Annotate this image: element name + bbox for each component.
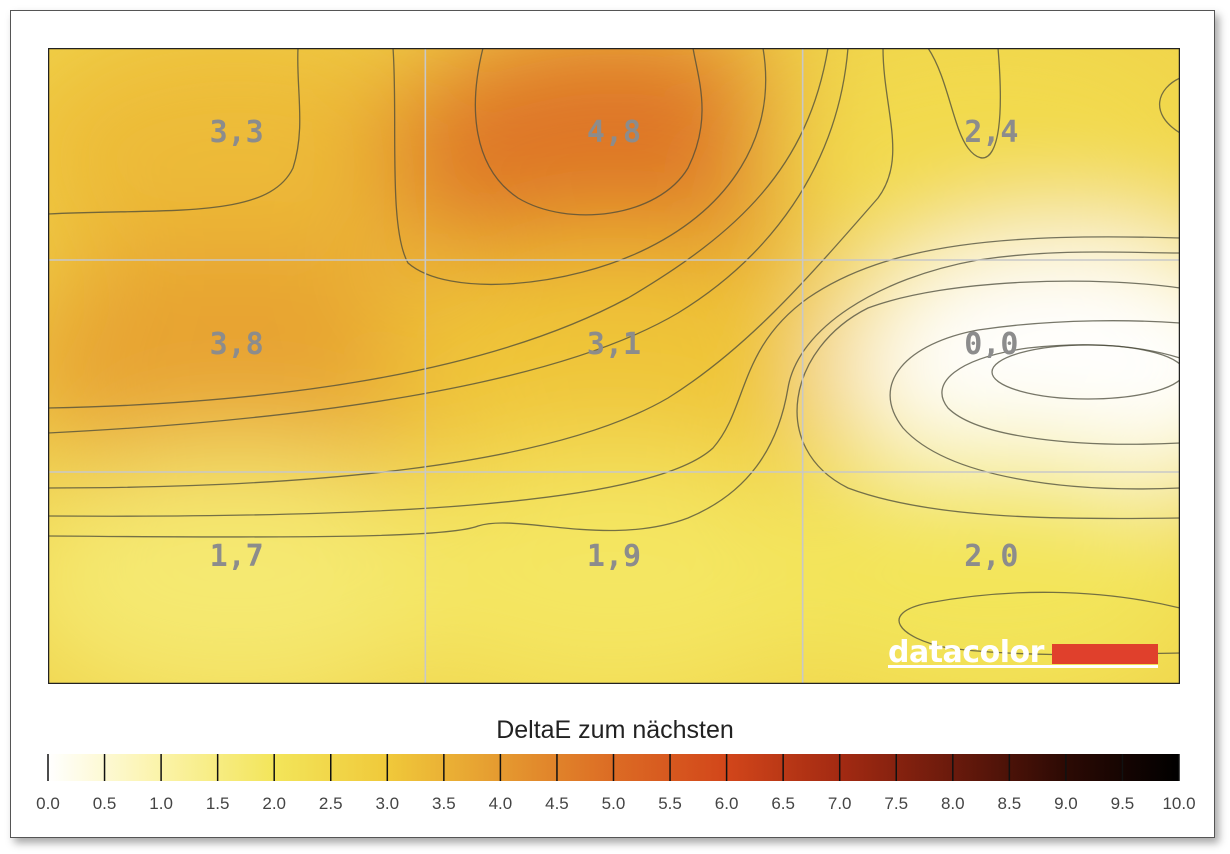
heatmap-cell-color (380, 48, 848, 286)
cell-labels: 3,3 4,8 2,4 3,8 3,1 0,0 1,7 1,9 2,0 (210, 115, 1019, 574)
colorbar-tick-label: 0.0 (36, 794, 60, 813)
colorbar: 0.0 0.5 1.0 1.5 2.0 2.5 3.0 3.5 4.0 4.5 5.0 5.5 6.0 6… (36, 754, 1196, 813)
heatmap-plot: 3,3 4,8 2,4 3,8 3,1 0,0 1,7 1,9 2,0 datacolor (48, 48, 1180, 684)
cell-value-label: 4,8 (587, 115, 641, 150)
contour-line (927, 48, 1001, 159)
contour-line (1159, 77, 1180, 134)
colorbar-tick-label: 10.0 (1162, 794, 1195, 813)
contour-line (991, 344, 1180, 400)
contour-line (889, 320, 1180, 490)
contour-line (796, 280, 1180, 520)
colorbar-tick-label: 7.0 (828, 794, 852, 813)
contour-line (48, 48, 849, 434)
colorbar-title: DeltaE zum nächsten (496, 716, 734, 744)
colorbar-tick-label: 2.5 (319, 794, 343, 813)
contour-line (392, 48, 767, 286)
cell-value-label: 0,0 (964, 327, 1018, 362)
heatmap-cell-color (48, 48, 471, 286)
colorbar-tick-label: 4.0 (489, 794, 513, 813)
heatmap-color-field (48, 48, 1180, 684)
logo-underline (888, 665, 1158, 668)
colorbar-tick-label: 1.0 (149, 794, 173, 813)
colorbar-tick-label: 5.0 (602, 794, 626, 813)
colorbar-tick-label: 6.5 (771, 794, 795, 813)
cell-value-label: 3,3 (210, 115, 264, 150)
colorbar-tick-label: 9.5 (1111, 794, 1135, 813)
colorbar-tick-label: 5.5 (658, 794, 682, 813)
heatmap-cell-color (380, 234, 848, 498)
contour-line (474, 48, 703, 216)
heatmap-cell-color (380, 446, 848, 684)
colorbar-tick-label: 3.5 (432, 794, 456, 813)
colorbar-tick-label: 3.0 (375, 794, 399, 813)
colorbar-tick-label: 9.0 (1054, 794, 1078, 813)
contour-line (48, 236, 1180, 517)
cell-value-label: 1,9 (587, 539, 641, 574)
colorbar-tick-label: 7.5 (884, 794, 908, 813)
logo-bar (1052, 644, 1158, 664)
cell-value-label: 3,8 (210, 327, 264, 362)
grid-lines (48, 48, 1180, 684)
cell-value-label: 2,4 (964, 115, 1018, 150)
colorbar-tick-label: 4.5 (545, 794, 569, 813)
colorbar-tick-label: 8.0 (941, 794, 965, 813)
colorbar-tick-label: 0.5 (93, 794, 117, 813)
cell-value-label: 1,7 (210, 539, 264, 574)
contour-line (48, 251, 1180, 538)
colorbar-ticks: 0.0 0.5 1.0 1.5 2.0 2.5 3.0 3.5 4.0 4.5 5.0 5.5 6.0 6… (36, 754, 1196, 813)
datacolor-logo: datacolor (888, 635, 1158, 670)
heatmap-cell-color (48, 234, 471, 498)
contour-line (48, 48, 829, 409)
heatmap-cell-color (757, 48, 1180, 286)
heatmap-cell-color (837, 234, 1180, 498)
colorbar-tick-label: 8.5 (998, 794, 1022, 813)
plot-border (48, 48, 1180, 684)
contour-line (48, 48, 894, 489)
heatmap-cell-color (48, 446, 471, 684)
contour-line (48, 48, 301, 215)
contour-lines (48, 48, 1180, 656)
colorbar-tick-label: 6.0 (715, 794, 739, 813)
logo-text: datacolor (888, 635, 1045, 670)
cell-value-label: 2,0 (964, 539, 1018, 574)
heatmap-cell-color (757, 446, 1180, 684)
colorbar-tick-label: 2.0 (262, 794, 286, 813)
colorbar-tick-label: 1.5 (206, 794, 230, 813)
cell-value-label: 3,1 (587, 327, 641, 362)
